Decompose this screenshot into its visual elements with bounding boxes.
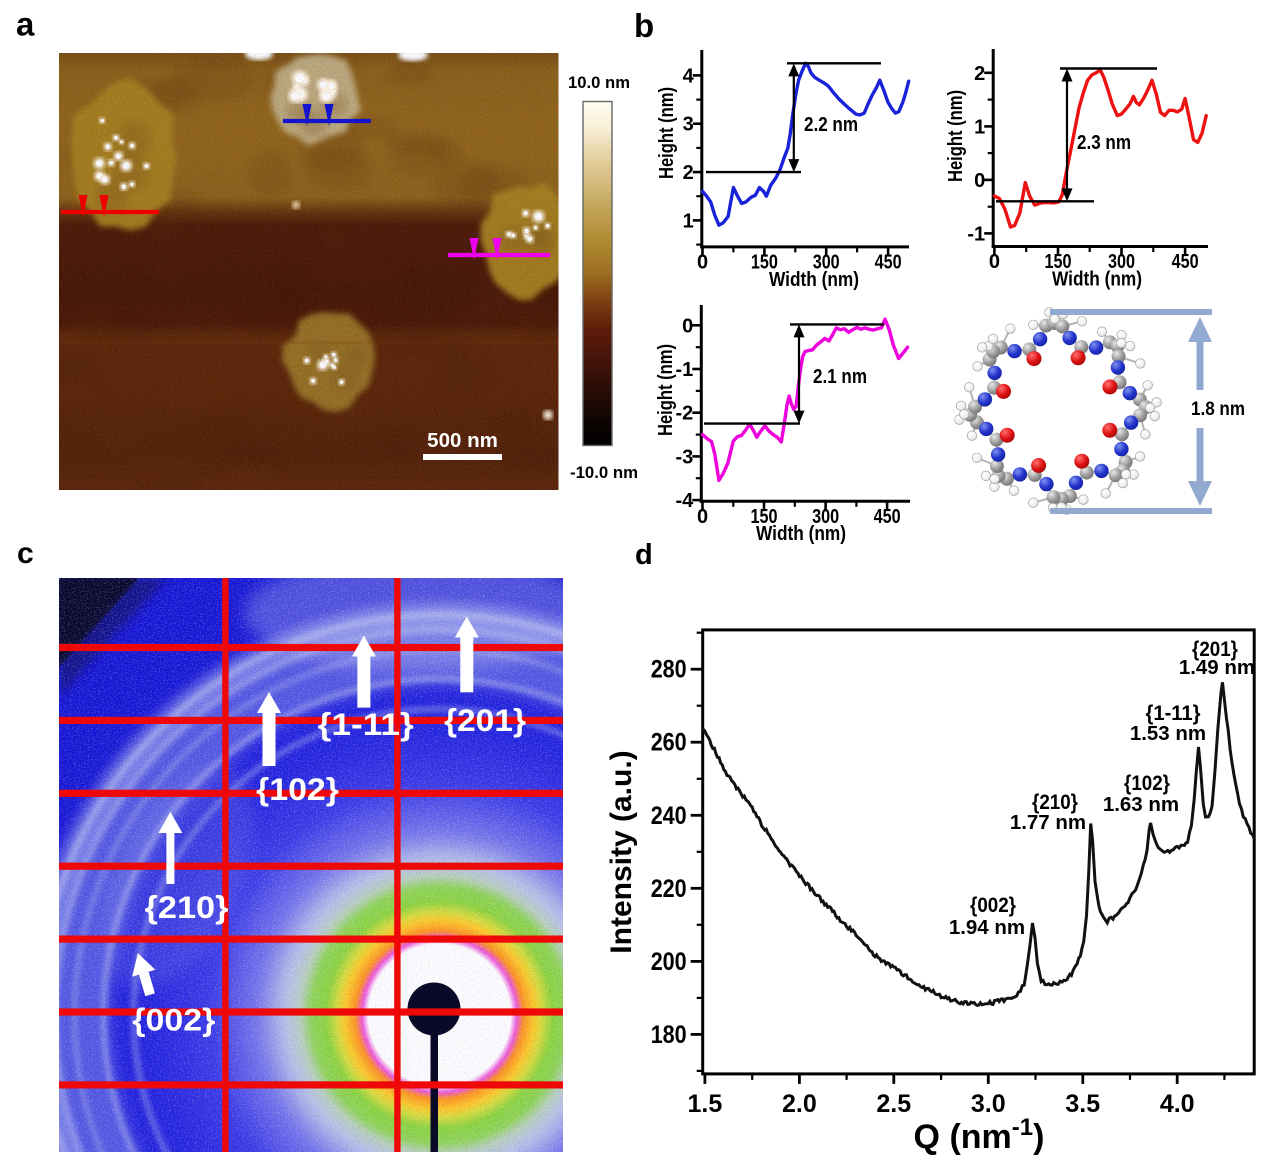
- svg-text:2.0: 2.0: [782, 1090, 817, 1118]
- svg-text:-3: -3: [676, 446, 694, 468]
- svg-text:150: 150: [751, 506, 778, 528]
- svg-text:1.77 nm: 1.77 nm: [1010, 811, 1086, 834]
- svg-text:Height (nm): Height (nm): [656, 87, 678, 179]
- svg-text:4: 4: [683, 65, 695, 87]
- svg-text:1: 1: [683, 210, 694, 232]
- svg-text:2.1 nm: 2.1 nm: [813, 366, 867, 388]
- svg-text:3.0: 3.0: [971, 1090, 1006, 1118]
- svg-text:1.49 nm: 1.49 nm: [1179, 656, 1255, 679]
- svg-text:-1: -1: [967, 223, 985, 245]
- svg-text:450: 450: [874, 506, 901, 528]
- svg-text:300: 300: [812, 506, 839, 528]
- svg-text:c: c: [17, 537, 34, 570]
- svg-text:10.0 nm: 10.0 nm: [568, 74, 630, 92]
- svg-text:-10.0 nm: -10.0 nm: [570, 464, 638, 482]
- svg-text:0: 0: [974, 170, 985, 192]
- svg-text:200: 200: [651, 948, 687, 976]
- svg-text:{201}: {201}: [444, 702, 526, 738]
- svg-text:-1: -1: [676, 359, 694, 381]
- svg-text:450: 450: [875, 251, 902, 273]
- svg-text:-4: -4: [676, 490, 695, 512]
- svg-text:{102}: {102}: [1124, 772, 1170, 795]
- svg-text:b: b: [634, 7, 654, 44]
- svg-text:300: 300: [813, 251, 840, 273]
- svg-text:180: 180: [651, 1021, 687, 1049]
- svg-text:1.63 nm: 1.63 nm: [1103, 793, 1179, 816]
- svg-text:{210}: {210}: [1032, 791, 1078, 814]
- svg-text:Height (nm): Height (nm): [655, 344, 677, 436]
- svg-text:Width (nm): Width (nm): [1052, 269, 1142, 291]
- svg-text:0: 0: [682, 315, 693, 337]
- svg-text:500 nm: 500 nm: [427, 429, 498, 452]
- svg-text:220: 220: [651, 875, 687, 903]
- svg-text:1.5: 1.5: [688, 1090, 723, 1118]
- svg-text:Intensity (a.u.): Intensity (a.u.): [605, 750, 638, 953]
- svg-text:1: 1: [974, 116, 985, 138]
- svg-text:1.8 nm: 1.8 nm: [1191, 398, 1245, 420]
- svg-text:2.3 nm: 2.3 nm: [1077, 132, 1131, 154]
- svg-text:1.94 nm: 1.94 nm: [949, 916, 1025, 939]
- svg-text:450: 450: [1172, 251, 1199, 273]
- svg-text:4.0: 4.0: [1160, 1090, 1195, 1118]
- svg-text:0: 0: [697, 251, 708, 273]
- svg-text:2: 2: [683, 162, 694, 184]
- svg-text:2.2 nm: 2.2 nm: [804, 114, 858, 136]
- svg-text:{201}: {201}: [1192, 638, 1238, 661]
- svg-text:280: 280: [651, 656, 687, 684]
- svg-text:-2: -2: [676, 403, 694, 425]
- svg-text:{1-11}: {1-11}: [1146, 702, 1201, 725]
- svg-text:d: d: [635, 539, 653, 571]
- svg-text:Height (nm): Height (nm): [945, 90, 967, 182]
- svg-text:0: 0: [697, 506, 708, 528]
- svg-text:{1-11}: {1-11}: [318, 706, 414, 742]
- svg-text:240: 240: [651, 802, 687, 830]
- svg-text:150: 150: [1045, 251, 1072, 273]
- svg-text:a: a: [16, 6, 35, 43]
- svg-text:1.53 nm: 1.53 nm: [1130, 722, 1206, 745]
- svg-text:{002}: {002}: [970, 894, 1016, 917]
- svg-text:260: 260: [651, 729, 687, 757]
- svg-text:2.5: 2.5: [876, 1090, 911, 1118]
- svg-text:{002}: {002}: [132, 1002, 215, 1038]
- svg-text:0: 0: [989, 251, 1000, 273]
- svg-text:300: 300: [1108, 251, 1135, 273]
- svg-text:3: 3: [683, 114, 694, 136]
- svg-text:150: 150: [751, 251, 778, 273]
- svg-text:Width (nm): Width (nm): [756, 523, 846, 545]
- svg-text:{210}: {210}: [145, 889, 229, 925]
- svg-text:Width (nm): Width (nm): [769, 269, 859, 291]
- svg-text:2: 2: [974, 63, 985, 85]
- svg-text:3.5: 3.5: [1065, 1090, 1100, 1118]
- svg-text:{102}: {102}: [256, 771, 339, 807]
